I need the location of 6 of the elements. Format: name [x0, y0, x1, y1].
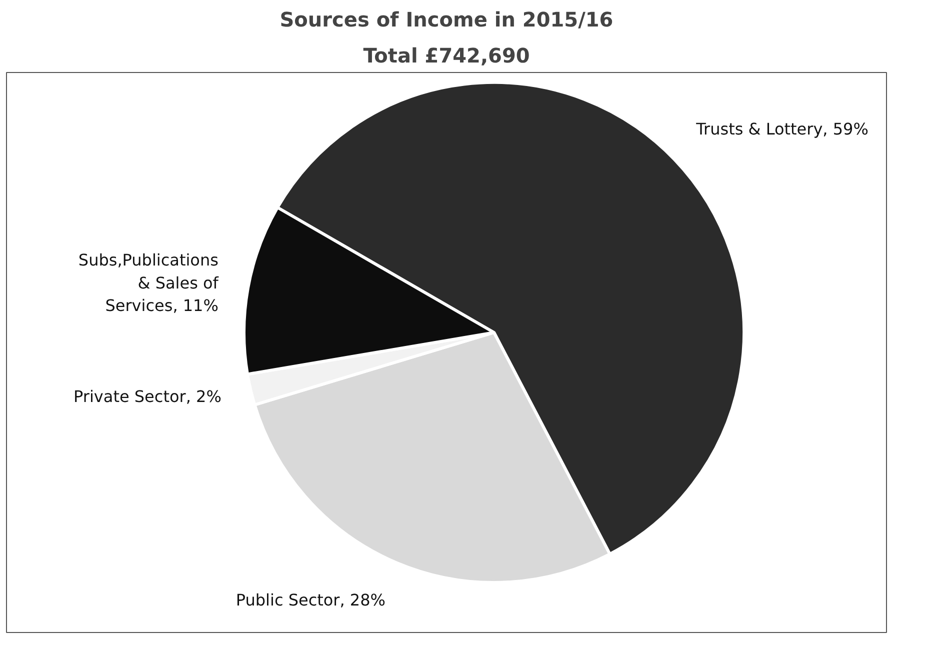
slice-label: Trusts & Lottery, 59%: [695, 120, 868, 139]
slice-label: Private Sector, 2%: [74, 386, 222, 406]
chart-title: Sources of Income in 2015/16: [280, 8, 614, 32]
chart-subtitle: Total £742,690: [363, 44, 530, 68]
slice-label: Subs,Publications & Sales of Services, 11%: [78, 250, 219, 316]
slice-label: Public Sector, 28%: [236, 590, 386, 610]
